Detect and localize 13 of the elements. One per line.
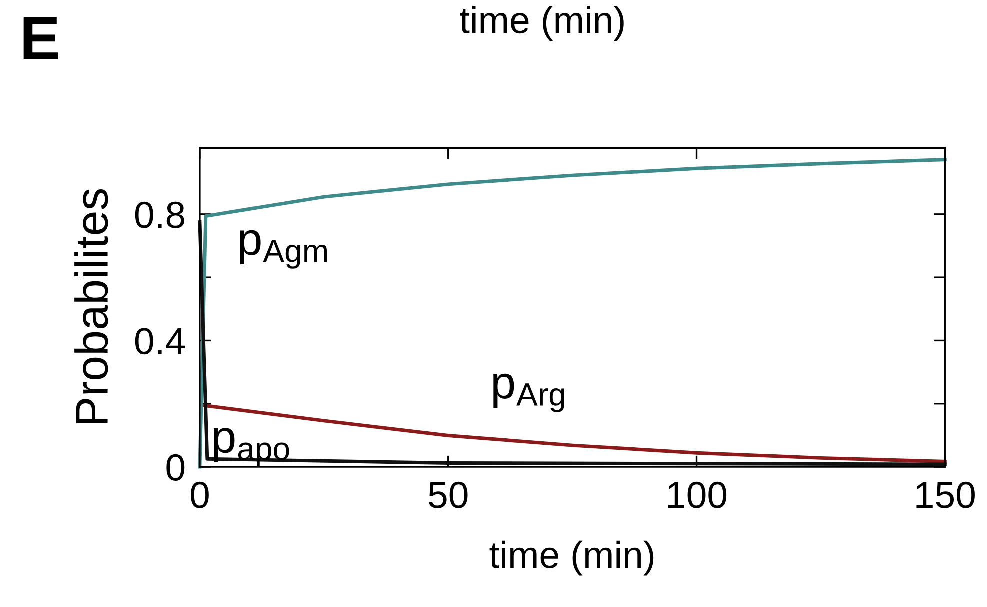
y-axis-title: Probabilites [74, 189, 108, 424]
x-axis-title: time (min) [490, 540, 654, 576]
x-tick-label: 100 [668, 482, 727, 508]
y-tick-label: 0.4 [135, 328, 185, 355]
x-tick-label: 50 [429, 482, 468, 508]
y-tick-label: 0 [166, 454, 185, 481]
x-tick-label: 0 [191, 482, 209, 508]
text: E [24, 17, 58, 60]
x-tick-label: 150 [916, 482, 975, 508]
series-label: p$_{Agm}$ [240, 230, 327, 269]
series-label: p$_{Arg}$ [494, 374, 564, 412]
y-tick-label: 0.8 [135, 202, 184, 228]
text: time (min) [460, 6, 624, 42]
